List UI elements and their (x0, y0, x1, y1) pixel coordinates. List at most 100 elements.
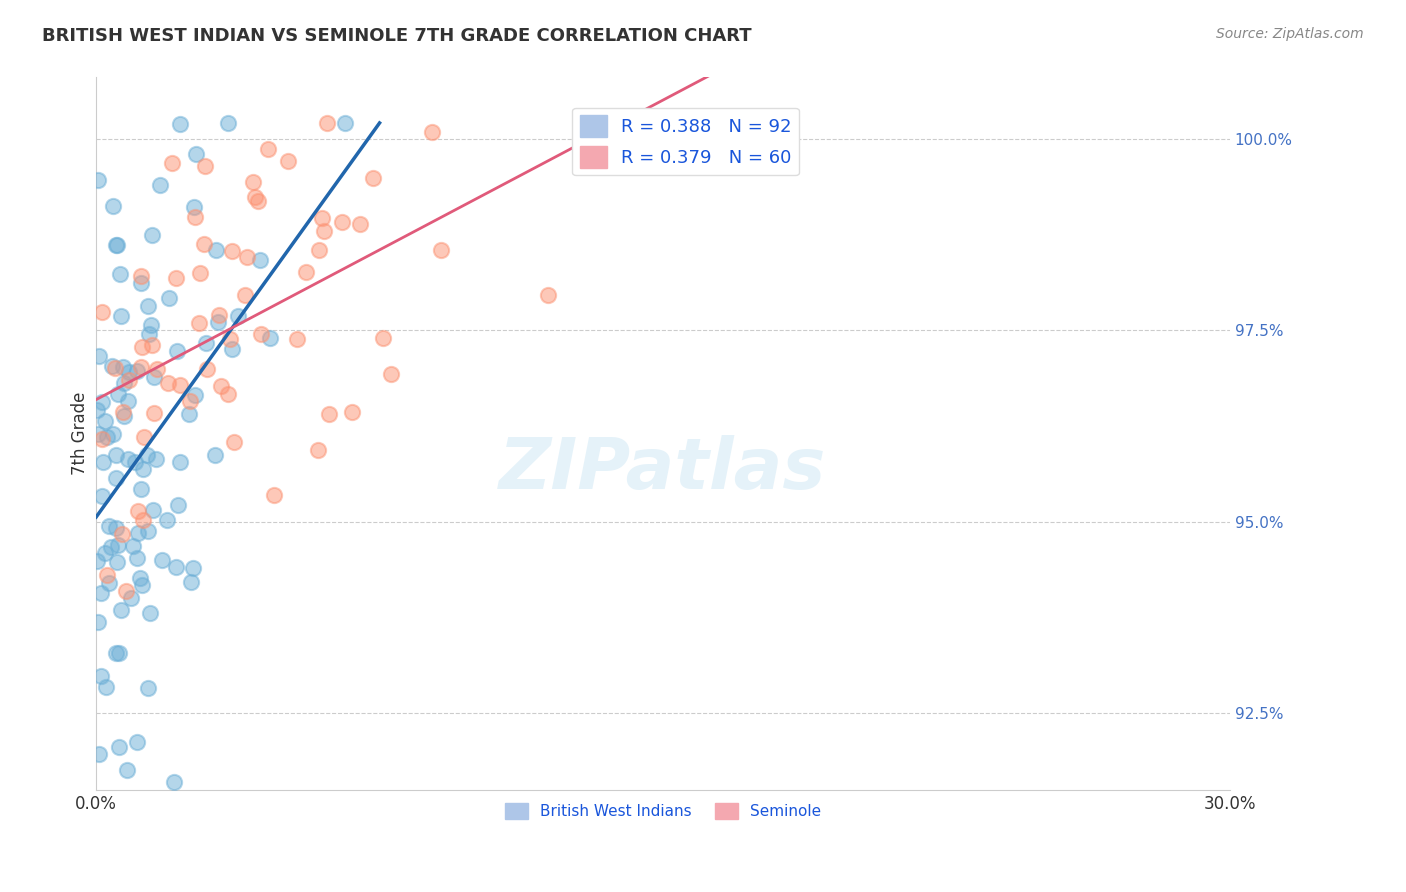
Point (112, 409, 135, 424)
Point (163, 775, 186, 789)
Point (90, 432, 112, 446)
Point (361, 171, 384, 186)
Point (94, 546, 117, 560)
Point (96, 680, 118, 694)
Point (129, 276, 152, 290)
Point (134, 430, 156, 444)
Point (131, 577, 153, 591)
Point (537, 288, 560, 302)
Point (125, 364, 148, 378)
Point (129, 359, 152, 374)
Point (295, 264, 318, 278)
Point (128, 571, 150, 585)
Point (105, 238, 128, 252)
Point (138, 327, 160, 342)
Point (250, 326, 273, 341)
Point (160, 156, 183, 170)
Point (100, 540, 122, 554)
Text: Source: ZipAtlas.com: Source: ZipAtlas.com (1216, 27, 1364, 41)
Point (308, 244, 330, 258)
Point (96, 567, 118, 582)
Point (111, 405, 134, 419)
Point (221, 342, 243, 356)
Point (131, 340, 153, 354)
Point (107, 538, 129, 552)
Point (332, 214, 354, 228)
Legend: British West Indians, Seminole: British West Indians, Seminole (499, 797, 827, 825)
Point (104, 237, 127, 252)
Point (141, 228, 163, 243)
Point (187, 316, 209, 330)
Point (110, 310, 132, 324)
Point (205, 243, 228, 257)
Text: BRITISH WEST INDIAN VS SEMINOLE 7TH GRADE CORRELATION CHART: BRITISH WEST INDIAN VS SEMINOLE 7TH GRAD… (42, 27, 752, 45)
Point (90, 669, 112, 683)
Point (245, 189, 267, 203)
Point (121, 539, 143, 553)
Point (104, 361, 127, 376)
Point (208, 308, 231, 322)
Point (118, 365, 141, 379)
Point (91, 455, 114, 469)
Point (429, 243, 451, 257)
Point (314, 224, 336, 238)
Point (333, 116, 356, 130)
Point (257, 143, 280, 157)
Point (165, 559, 187, 574)
Point (165, 271, 187, 285)
Point (263, 488, 285, 502)
Point (127, 504, 149, 518)
Point (105, 555, 128, 569)
Point (90, 394, 112, 409)
Point (117, 452, 139, 467)
Point (316, 116, 339, 130)
Point (132, 462, 155, 476)
Point (132, 512, 155, 526)
Point (105, 448, 128, 462)
Point (139, 607, 162, 621)
Point (193, 236, 215, 251)
Point (86, 615, 108, 629)
Point (90, 305, 112, 319)
Point (90, 586, 112, 600)
Point (114, 376, 136, 391)
Point (420, 124, 443, 138)
Point (318, 407, 340, 421)
Text: ZIPatlas: ZIPatlas (499, 434, 827, 504)
Point (217, 386, 239, 401)
Point (157, 376, 180, 391)
Point (169, 378, 191, 392)
Point (129, 268, 152, 283)
Point (143, 406, 166, 420)
Point (105, 471, 128, 485)
Point (145, 451, 167, 466)
Point (142, 369, 165, 384)
Point (97, 576, 120, 591)
Point (226, 309, 249, 323)
Point (127, 525, 149, 540)
Point (115, 763, 138, 777)
Point (373, 330, 395, 344)
Point (247, 194, 270, 208)
Point (236, 250, 259, 264)
Point (219, 332, 242, 346)
Point (117, 393, 139, 408)
Point (166, 498, 188, 512)
Point (101, 427, 124, 442)
Point (217, 116, 239, 130)
Point (184, 210, 207, 224)
Point (105, 646, 128, 660)
Point (233, 288, 256, 302)
Point (181, 561, 204, 575)
Point (96, 430, 118, 444)
Point (169, 455, 191, 469)
Point (136, 681, 159, 695)
Point (204, 448, 226, 462)
Point (209, 379, 232, 393)
Point (139, 318, 162, 332)
Point (136, 299, 159, 313)
Point (135, 448, 157, 462)
Point (166, 343, 188, 358)
Point (259, 331, 281, 345)
Point (97, 519, 120, 533)
